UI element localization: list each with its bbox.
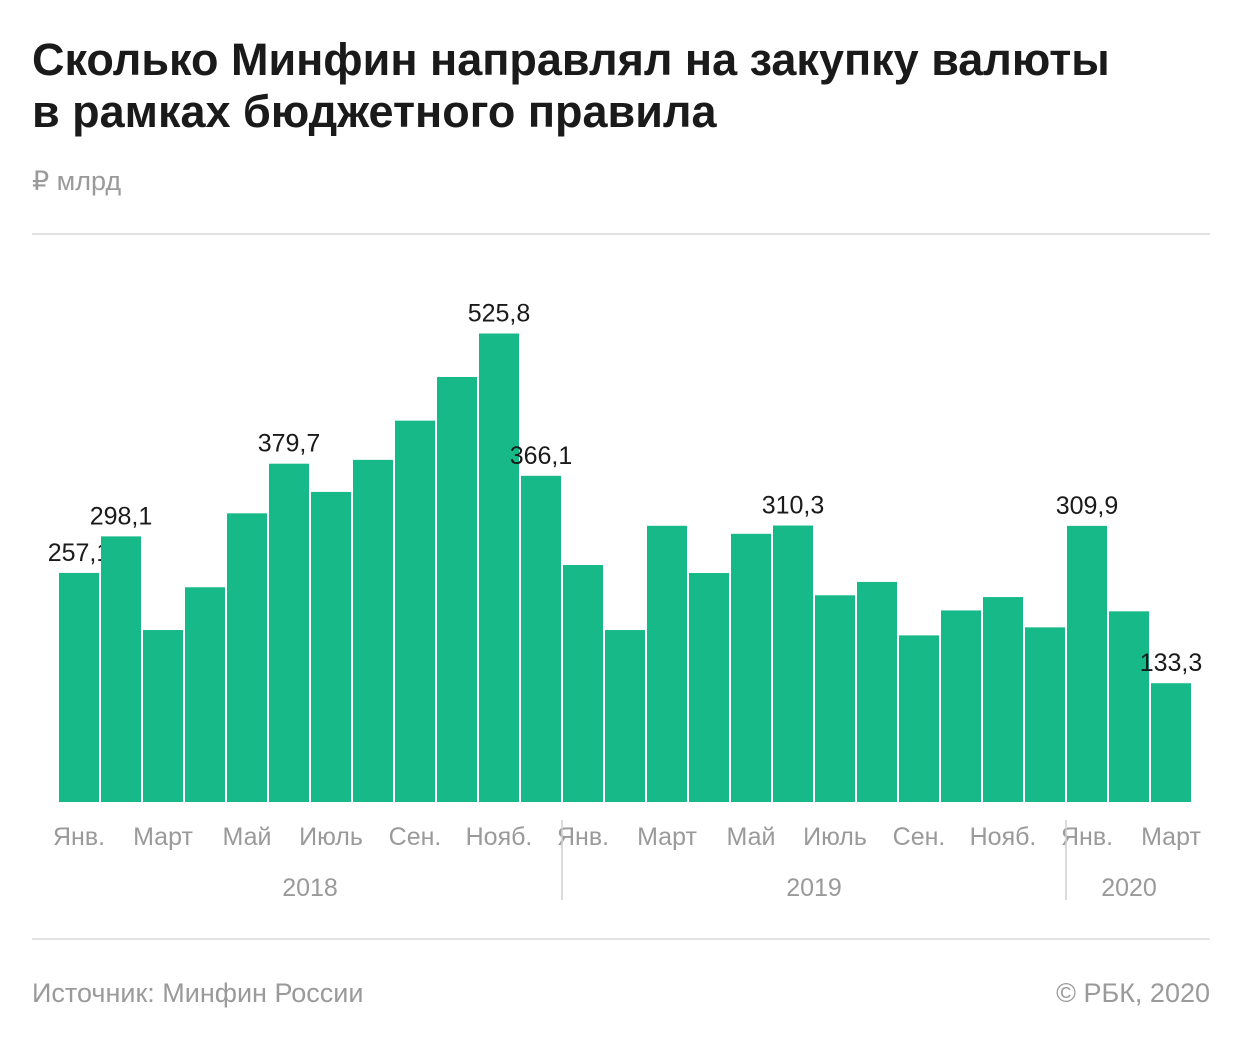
bar [185,587,225,802]
x-tick-label: Июль [299,823,363,851]
bar [59,572,99,802]
x-tick-label: Янв. [557,823,609,851]
bar [941,610,981,802]
year-label: 2019 [786,874,842,902]
data-label: 298,1 [90,502,153,530]
data-label: 379,7 [258,430,321,458]
bar [899,635,939,802]
x-tick-label: Май [727,823,776,851]
bar [227,513,267,802]
bar [815,595,855,802]
data-label: 310,3 [762,492,825,520]
x-tick-label: Янв. [1061,823,1113,851]
bar [647,525,687,802]
x-tick-label: Янв. [53,823,105,851]
bar [983,597,1023,802]
year-label: 2020 [1101,874,1157,902]
x-tick-label: Нояб. [970,823,1037,851]
bar [143,630,183,802]
bar [1025,627,1065,802]
bar [353,459,393,802]
bar [773,525,813,802]
bar [563,564,603,802]
bar [269,463,309,802]
x-tick-label: Май [223,823,272,851]
chart-title: Сколько Минфин направлял на закупку валю… [32,34,1212,138]
x-tick-label: Март [133,823,193,851]
bar [857,581,897,802]
data-label: 309,9 [1056,492,1119,520]
chart-title-line-1: Сколько Минфин направлял на закупку валю… [32,34,1110,85]
bar [479,333,519,802]
bar-chart: 257,1 298,1 379,7 525,8 366,1 310,3 309,9 133,3… [48,300,1203,902]
data-label: 366,1 [510,442,573,470]
x-tick-label: Сен. [893,823,946,851]
bar [731,533,771,802]
data-label: 257,1 [48,539,111,567]
bar [395,420,435,802]
x-tick-label: Сен. [389,823,442,851]
unit-label: ₽ млрд [32,166,122,196]
x-tick-label: Нояб. [466,823,533,851]
bar [521,475,561,802]
bar [605,630,645,802]
bar [437,376,477,802]
x-tick-label: Март [637,823,697,851]
bar [101,536,141,802]
copyright-note: © РБК, 2020 [1056,978,1210,1008]
top-divider [32,233,1210,235]
x-tick-label: Июль [803,823,867,851]
bar [1109,611,1149,802]
data-label: 525,8 [468,300,531,328]
x-tick-label: Март [1141,823,1201,851]
bar [1151,683,1191,802]
chart-title-line-2: в рамках бюджетного правила [32,86,717,137]
bar [311,491,351,802]
bottom-divider [32,938,1210,940]
year-label: 2018 [282,874,338,902]
source-note: Источник: Минфин России [32,978,364,1008]
bar [1067,525,1107,802]
bar [689,573,729,802]
data-label: 133,3 [1140,649,1203,677]
